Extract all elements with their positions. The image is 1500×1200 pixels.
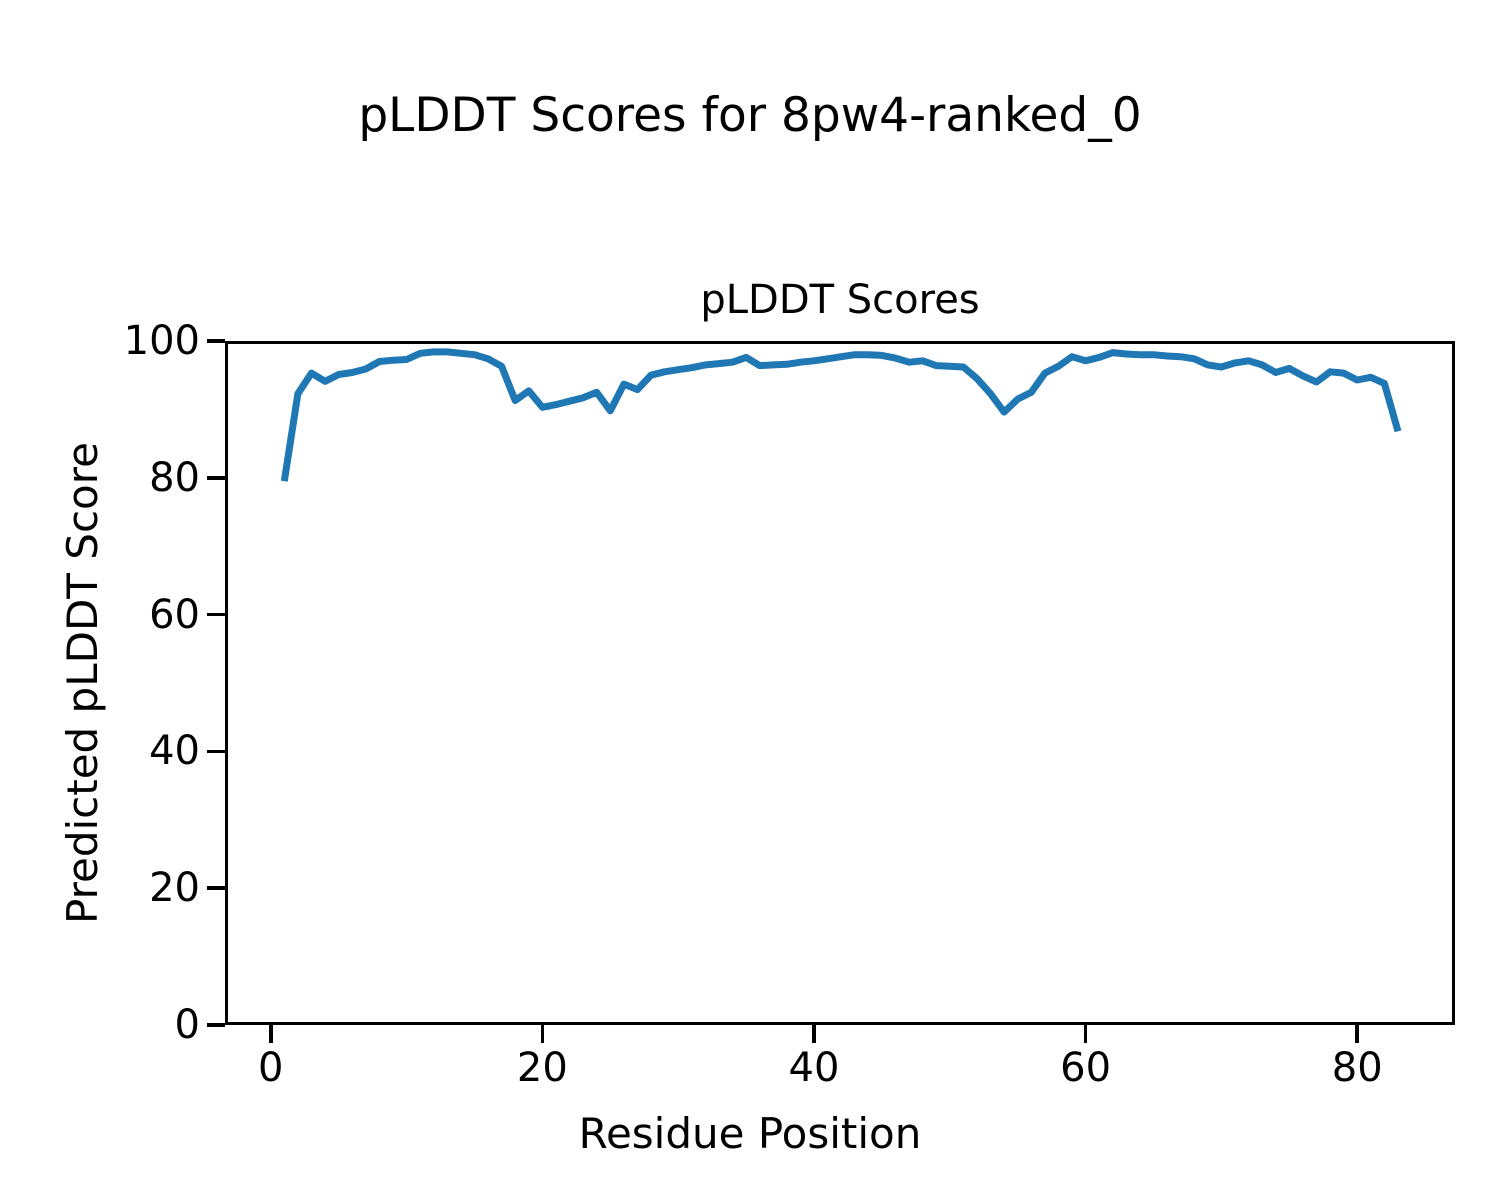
x-tick-label: 0 [258,1045,284,1091]
x-tick-label: 60 [1060,1045,1112,1091]
y-tick-label: 80 [149,454,200,501]
y-tick-mark [207,749,225,754]
plot-area [225,341,1455,1025]
y-tick-label: 40 [149,728,200,775]
axes-title: pLDDT Scores [700,277,980,323]
x-tick-label: 80 [1331,1045,1383,1091]
y-axis-label: Predicted pLDDT Score [58,442,107,924]
x-tick-label: 40 [788,1045,840,1091]
x-tick-mark [1355,1025,1359,1043]
figure-title: pLDDT Scores for 8pw4-ranked_0 [358,88,1142,143]
x-tick-label: 20 [516,1045,568,1091]
x-axis-label: Residue Position [578,1109,922,1158]
y-tick-mark [207,476,225,480]
y-tick-label: 60 [149,591,200,638]
x-tick-mark [540,1025,545,1043]
axes-spines [225,341,1455,1025]
plddt-line-series [280,348,1402,482]
x-tick-mark [812,1025,816,1043]
y-tick-mark [207,886,225,890]
y-tick-label: 20 [149,865,200,912]
y-tick-label: 0 [174,1002,200,1048]
y-tick-mark [207,612,225,617]
y-tick-label: 100 [123,318,200,364]
plddt-line-chart [225,341,1455,1025]
x-tick-mark [1083,1025,1088,1043]
x-tick-mark [269,1025,273,1043]
y-tick-mark [207,1023,225,1027]
y-tick-mark [207,339,225,343]
